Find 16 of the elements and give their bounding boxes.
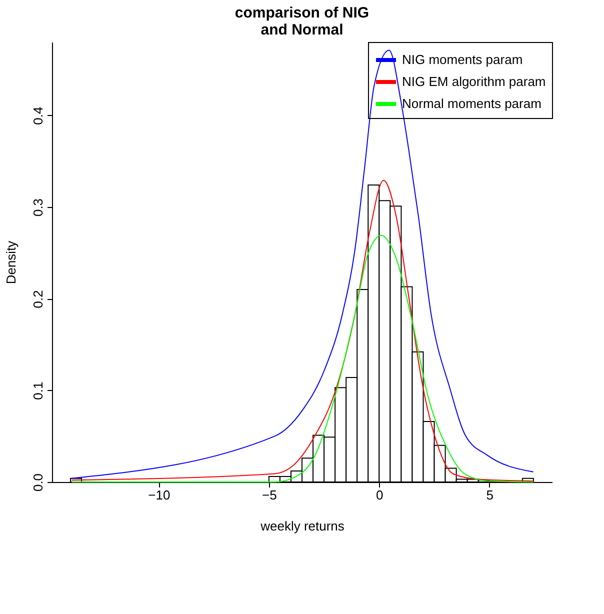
y-tick-label: 0.3: [30, 198, 46, 217]
x-axis-title: weekly returns: [260, 518, 345, 534]
y-tick-label: 0.0: [30, 473, 46, 492]
legend-label: NIG moments param: [402, 52, 523, 67]
y-tick-label: 0.4: [30, 106, 46, 125]
y-axis-title: Density: [4, 240, 18, 284]
x-tick-label: −5: [262, 488, 277, 502]
y-tick-label: 0.2: [30, 290, 46, 308]
y-tick-label: 0.1: [30, 382, 46, 400]
legend-label: Normal moments param: [402, 96, 542, 111]
text: and Normal: [260, 22, 344, 38]
legend-label: NIG EM algorithm param: [402, 74, 546, 89]
x-tick-label: 0: [376, 488, 384, 502]
text: comparison of NIG: [234, 4, 370, 22]
x-tick-label: −10: [148, 488, 170, 502]
x-tick-label: 5: [486, 488, 494, 502]
